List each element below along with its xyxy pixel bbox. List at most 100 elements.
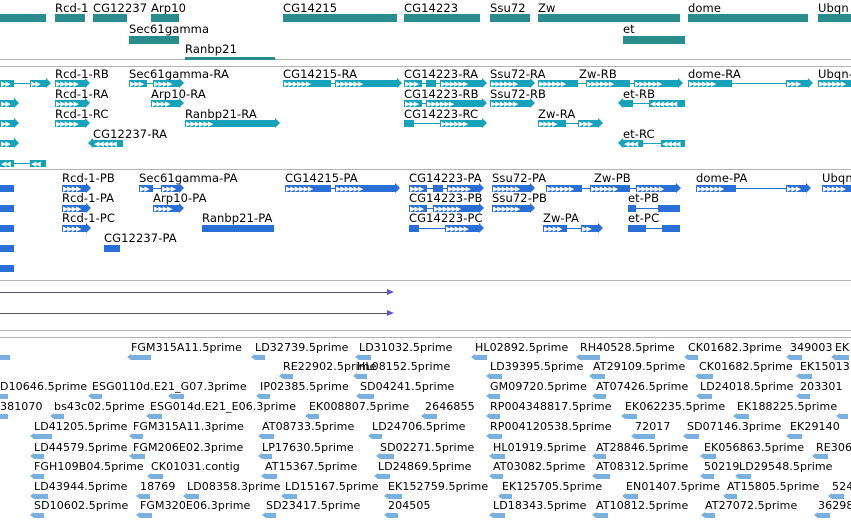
est-label[interactable]: 381070 [0,400,43,413]
est-feature[interactable] [388,494,402,499]
protein-label[interactable]: CG14223-PB [409,191,483,205]
transcript-feature[interactable]: ▶▶▶▶▶▶ [490,78,535,88]
gene-label[interactable]: Arp10 [151,1,187,15]
est-feature[interactable] [727,494,737,499]
protein-feature[interactable]: ▶▶▶▶▶▶ [543,223,603,233]
est-label[interactable]: EK188225.5prime [737,400,838,413]
transcript-feature[interactable]: ▶▶▶▶▶▶ ▶▶▶▶▶▶ [283,78,402,88]
est-feature[interactable] [359,355,371,360]
est-label[interactable]: EK15013 [800,360,850,373]
est-feature[interactable] [172,394,184,399]
est-label[interactable]: 18769 [140,480,176,493]
est-feature[interactable] [425,414,437,419]
transcript-feature[interactable]: ▶▶ [0,98,19,108]
transcript-feature[interactable]: ▶▶▶▶▶▶ [404,118,487,128]
est-label[interactable]: 524 [832,480,851,493]
est-feature[interactable] [705,513,715,518]
est-feature[interactable] [800,394,810,399]
est-feature[interactable] [380,454,394,459]
est-feature[interactable] [688,355,698,360]
transcript-label[interactable]: CG14215-RA [283,67,358,81]
est-label[interactable]: AT08733.5prime [262,420,355,433]
transcript-feature[interactable]: ▶▶▶▶▶ [55,118,90,128]
est-feature[interactable] [818,513,830,518]
est-feature[interactable] [34,494,48,499]
protein-feature[interactable]: ▶▶▶▶▶▶▶▶▶ [696,183,811,193]
gene-feature[interactable] [129,36,179,44]
protein-label[interactable]: CG14223-PA [409,171,482,185]
gene-feature[interactable] [688,14,808,22]
est-label[interactable]: FGM206E02.3prime [133,441,244,454]
est-feature[interactable] [357,374,367,379]
est-feature[interactable] [133,454,145,459]
transcript-feature[interactable]: ◀◀ ◀◀ [0,160,46,168]
est-label[interactable]: SD07146.3prime [687,420,782,433]
protein-feature[interactable] [0,245,14,252]
est-label[interactable]: LD43944.5prime [34,480,128,493]
protein-label[interactable]: et-PB [628,191,660,205]
est-label[interactable]: EK125705.5prime [502,480,603,493]
est-feature[interactable] [840,414,848,419]
est-label[interactable]: bs43c02.5prime [54,400,145,413]
protein-feature[interactable] [202,225,274,232]
protein-feature[interactable] [0,225,14,232]
est-feature[interactable] [360,394,374,399]
transcript-feature[interactable]: ▶▶▶▶▶▶▶ [129,78,184,88]
est-label[interactable]: 362982 [818,499,851,512]
est-feature[interactable] [187,494,199,499]
protein-label[interactable]: Zw-PA [543,211,579,225]
transcript-label[interactable]: dome-RA [688,67,741,81]
est-feature[interactable] [739,474,751,479]
protein-feature[interactable] [628,205,680,212]
gene-feature[interactable] [404,14,480,22]
est-feature[interactable] [388,513,398,518]
protein-feature[interactable]: ▶▶▶▶▶▶ [492,183,535,193]
protein-feature[interactable]: ▶▶▶▶ [62,203,91,213]
protein-label[interactable]: CG14223-PC [409,211,483,225]
transcript-feature[interactable]: ▶▶▶▶▶▶▶▶▶ [688,78,813,88]
est-feature[interactable] [790,434,802,439]
transcript-feature[interactable]: ◀◀◀ ◀◀◀◀ [618,138,685,148]
protein-feature[interactable]: ▶▶▶▶ [153,203,184,213]
est-label[interactable]: RP004120538.5prime [490,420,612,433]
est-feature[interactable] [596,474,610,479]
est-label[interactable]: EK062235.5prime [625,400,726,413]
est-label[interactable]: RE306 [816,441,851,454]
est-feature[interactable] [151,474,163,479]
est-label[interactable]: LD32739.5prime [255,341,349,354]
protein-label[interactable]: CG14215-PA [285,171,358,185]
est-feature[interactable] [596,513,608,518]
est-label[interactable]: AT27072.5prime [705,499,798,512]
protein-feature[interactable] [0,205,14,212]
transcript-label[interactable]: CG14223-RA [404,67,479,81]
est-label[interactable]: LD41205.5prime [34,420,128,433]
est-feature[interactable] [34,434,52,439]
protein-feature[interactable]: ▶▶▶▶▶ [139,183,184,193]
gene-feature[interactable] [490,14,530,22]
protein-feature[interactable]: ▶▶▶ ▶▶▶▶▶ [409,183,484,193]
transcript-feature[interactable]: ▶▶ ▶▶ [0,78,51,88]
protein-label[interactable]: Zw-PB [594,171,631,185]
est-feature[interactable] [0,355,10,360]
est-feature[interactable] [378,474,390,479]
est-label[interactable]: FGM315A11.3prime [133,420,244,433]
protein-label[interactable]: Rcd-1-PB [62,171,115,185]
transcript-label[interactable]: Ubqn- [818,67,851,81]
est-feature[interactable] [283,374,293,379]
gene-label[interactable]: CG14215 [283,1,338,15]
est-label[interactable]: D10646.5prime [0,380,88,393]
est-label[interactable]: AT15805.5prime [727,480,820,493]
est-label[interactable]: SD23417.5prime [266,499,361,512]
est-label[interactable]: 349003 [790,341,833,354]
est-feature[interactable] [832,494,844,499]
est-feature[interactable] [285,494,297,499]
est-label[interactable]: LD24706.5prime [372,420,466,433]
protein-label[interactable]: Ranbp21-PA [202,211,273,225]
est-label[interactable]: 2646855 [425,400,475,413]
transcript-label[interactable]: Zw-RB [579,67,617,81]
est-label[interactable]: SD02271.5prime [380,441,475,454]
est-feature[interactable] [260,394,270,399]
gene-label[interactable]: Zw [538,1,556,15]
est-feature[interactable] [704,474,714,479]
transcript-label[interactable]: et-RC [623,127,655,141]
